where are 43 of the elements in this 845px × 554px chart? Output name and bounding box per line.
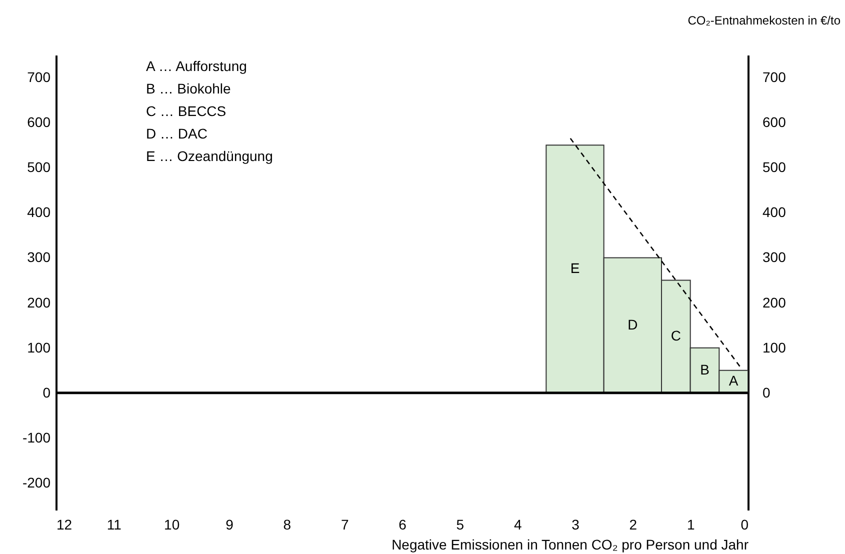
x-tick-label: 3 bbox=[572, 516, 580, 532]
x-tick-label: 11 bbox=[106, 516, 122, 532]
x-tick-label: 7 bbox=[340, 516, 349, 532]
x-tick-label: 9 bbox=[226, 516, 234, 532]
y2-tick-label: 500 bbox=[762, 159, 786, 176]
x-tick-label: 0 bbox=[740, 516, 749, 532]
data-label: A bbox=[728, 372, 739, 389]
y-tick-label: 600 bbox=[27, 114, 51, 130]
x-tick-label: 5 bbox=[456, 516, 464, 532]
x-tick-label: 2 bbox=[629, 516, 638, 532]
y-tick-label: 200 bbox=[27, 294, 51, 310]
y-tick-label: 500 bbox=[27, 159, 51, 176]
annotation: A … Aufforstung bbox=[146, 58, 247, 74]
data-label: E bbox=[570, 260, 580, 276]
x-tick-label: 6 bbox=[398, 516, 407, 532]
y-tick-label: 300 bbox=[27, 249, 51, 266]
y-tick-label: -100 bbox=[22, 429, 51, 446]
y-tick-label: 100 bbox=[27, 339, 51, 356]
y2-tick-label: 100 bbox=[762, 339, 786, 356]
data-label: B bbox=[700, 361, 710, 378]
annotation: D … DAC bbox=[146, 126, 208, 142]
x-tick-label: 12 bbox=[56, 516, 72, 532]
x-tick-label: 4 bbox=[514, 516, 522, 532]
y2-tick-label: 700 bbox=[762, 69, 786, 86]
x-tick-label: 1 bbox=[686, 516, 695, 532]
x-tick-label: 8 bbox=[283, 516, 292, 532]
annotation: B … Biokohle bbox=[146, 80, 232, 96]
y2-tick-label: 200 bbox=[762, 294, 786, 310]
x-axis-title: Negative Emissionen in Tonnen CO₂ pro Person und Jahr bbox=[392, 536, 749, 552]
y2-axis-title: CO₂-Entnahmekosten in €/to bbox=[688, 14, 841, 28]
y2-tick-label: 600 bbox=[762, 114, 786, 130]
annotation: E … Ozeandüngung bbox=[146, 148, 273, 164]
annotation: C … BECCS bbox=[146, 103, 226, 119]
y2-tick-label: 400 bbox=[762, 204, 786, 220]
y-tick-label: -200 bbox=[22, 474, 51, 490]
data-label: C bbox=[670, 328, 681, 344]
y-tick-label: 400 bbox=[27, 204, 51, 220]
y-tick-label: 0 bbox=[42, 384, 51, 400]
y2-tick-label: 0 bbox=[762, 384, 770, 400]
x-tick-label: 10 bbox=[164, 516, 180, 532]
y2-tick-label: 300 bbox=[762, 249, 786, 266]
y-tick-label: 700 bbox=[27, 69, 51, 86]
data-label: D bbox=[628, 316, 638, 332]
